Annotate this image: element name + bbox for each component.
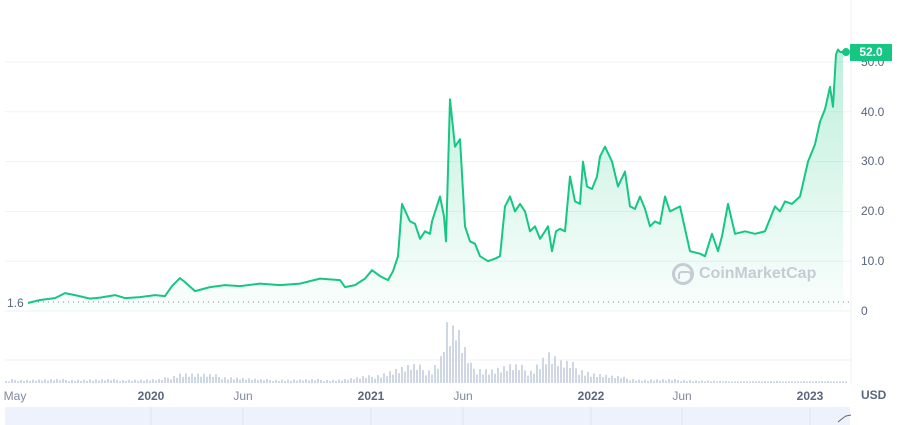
navigator-dividers <box>150 407 811 425</box>
x-tick-2023: 2023 <box>796 389 824 403</box>
price-area-fill <box>28 49 843 311</box>
y-tick-40: 40.0 <box>861 105 885 119</box>
x-tick-2020: 2020 <box>137 389 165 403</box>
navigator-mini-line <box>837 414 852 423</box>
coinmarketcap-logo-icon <box>672 263 694 285</box>
x-tick-jun-2020: Jun <box>233 389 253 403</box>
x-tick-2022: 2022 <box>577 389 605 403</box>
y-tick-20: 20.0 <box>861 204 885 218</box>
y-tick-0: 0 <box>861 304 868 318</box>
last-price-dot <box>842 48 850 57</box>
currency-label: USD <box>861 388 887 402</box>
watermark: CoinMarketCap <box>672 263 816 285</box>
price-line[interactable] <box>27 48 843 304</box>
volume-bars <box>5 322 847 383</box>
x-tick-may: May <box>3 389 27 403</box>
last-price-badge: 52.0 <box>850 44 892 61</box>
min-price-label: 1.6 <box>7 296 24 310</box>
y-tick-30: 30.0 <box>861 154 885 168</box>
y-tick-10: 10.0 <box>861 254 885 268</box>
x-tick-jun-2021: Jun <box>453 389 473 403</box>
x-tick-jun-2022: Jun <box>672 389 692 403</box>
x-tick-2021: 2021 <box>357 389 385 403</box>
watermark-text: CoinMarketCap <box>699 265 817 282</box>
navigator-bar[interactable] <box>5 407 850 425</box>
